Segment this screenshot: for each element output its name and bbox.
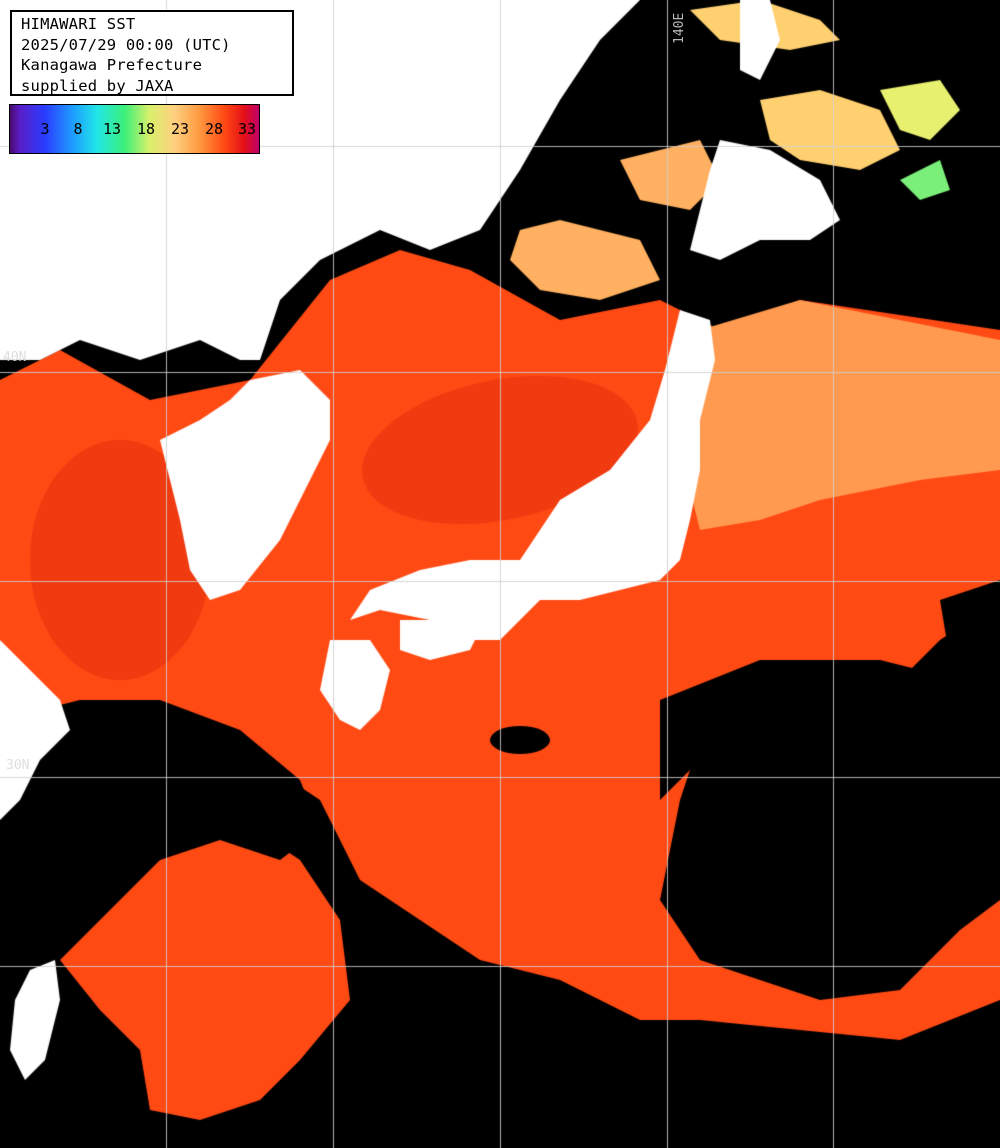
lon-label-140e: 140E <box>672 12 687 44</box>
colorbar-tick: 28 <box>204 120 224 138</box>
lat-label-30n: 30N <box>6 758 30 773</box>
timestamp: 2025/07/29 00:00 (UTC) <box>21 35 231 54</box>
colorbar-tick: 33 <box>237 120 257 138</box>
product-title: HIMAWARI SST <box>21 15 136 33</box>
lat-label-40n: 40N <box>3 350 27 365</box>
colorbar-tick: 13 <box>102 120 122 138</box>
credit-label: supplied by JAXA <box>21 76 174 95</box>
colorbar-tick: 8 <box>73 120 83 138</box>
colorbar-tick: 3 <box>40 120 50 138</box>
info-box: HIMAWARI SST 2025/07/29 00:00 (UTC) Kana… <box>10 10 294 96</box>
temperature-colorbar: 3 8 13 18 23 28 33 <box>9 104 260 154</box>
region-label: Kanagawa Prefecture <box>21 56 203 74</box>
colorbar-tick: 23 <box>170 120 190 138</box>
colorbar-tick: 18 <box>136 120 156 138</box>
